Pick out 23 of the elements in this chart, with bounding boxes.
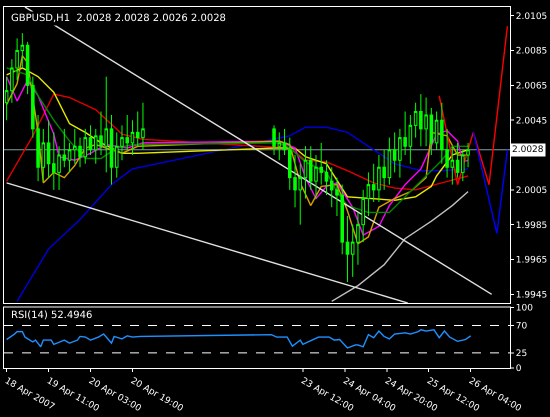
y-tick-label: 1.9985 [516, 220, 548, 231]
y-tick-label: 100 [516, 304, 534, 314]
y-tick-label: 2.0065 [516, 82, 548, 92]
y-tick-label: 1.9945 [516, 290, 548, 300]
line-series [6, 329, 472, 349]
line-series [16, 126, 469, 302]
text: GBPUSD,H1 2.0028 2.0028 2.0026 2.0028 [11, 13, 226, 24]
candlestick [466, 142, 470, 168]
y-tick-label: 0 [516, 364, 522, 374]
y-tick-label: 2.0005 [516, 186, 548, 196]
y-tick-label: 70 [516, 322, 528, 332]
ref-line-label: 2.0028 [512, 145, 544, 155]
line-series [6, 93, 469, 191]
y-tick-label: 2.0045 [516, 116, 548, 126]
y-tick-label: 25 [516, 348, 528, 359]
line-series [438, 25, 508, 186]
y-tick-label: 1.9965 [516, 256, 548, 266]
y-tick-label: 2.0105 [516, 12, 548, 22]
chart-title: RSI(14) 52.4946 [11, 310, 92, 321]
line-series [331, 190, 469, 302]
y-tick-label: 2.0085 [516, 46, 548, 57]
line-series [6, 76, 469, 236]
line-series [6, 55, 469, 245]
